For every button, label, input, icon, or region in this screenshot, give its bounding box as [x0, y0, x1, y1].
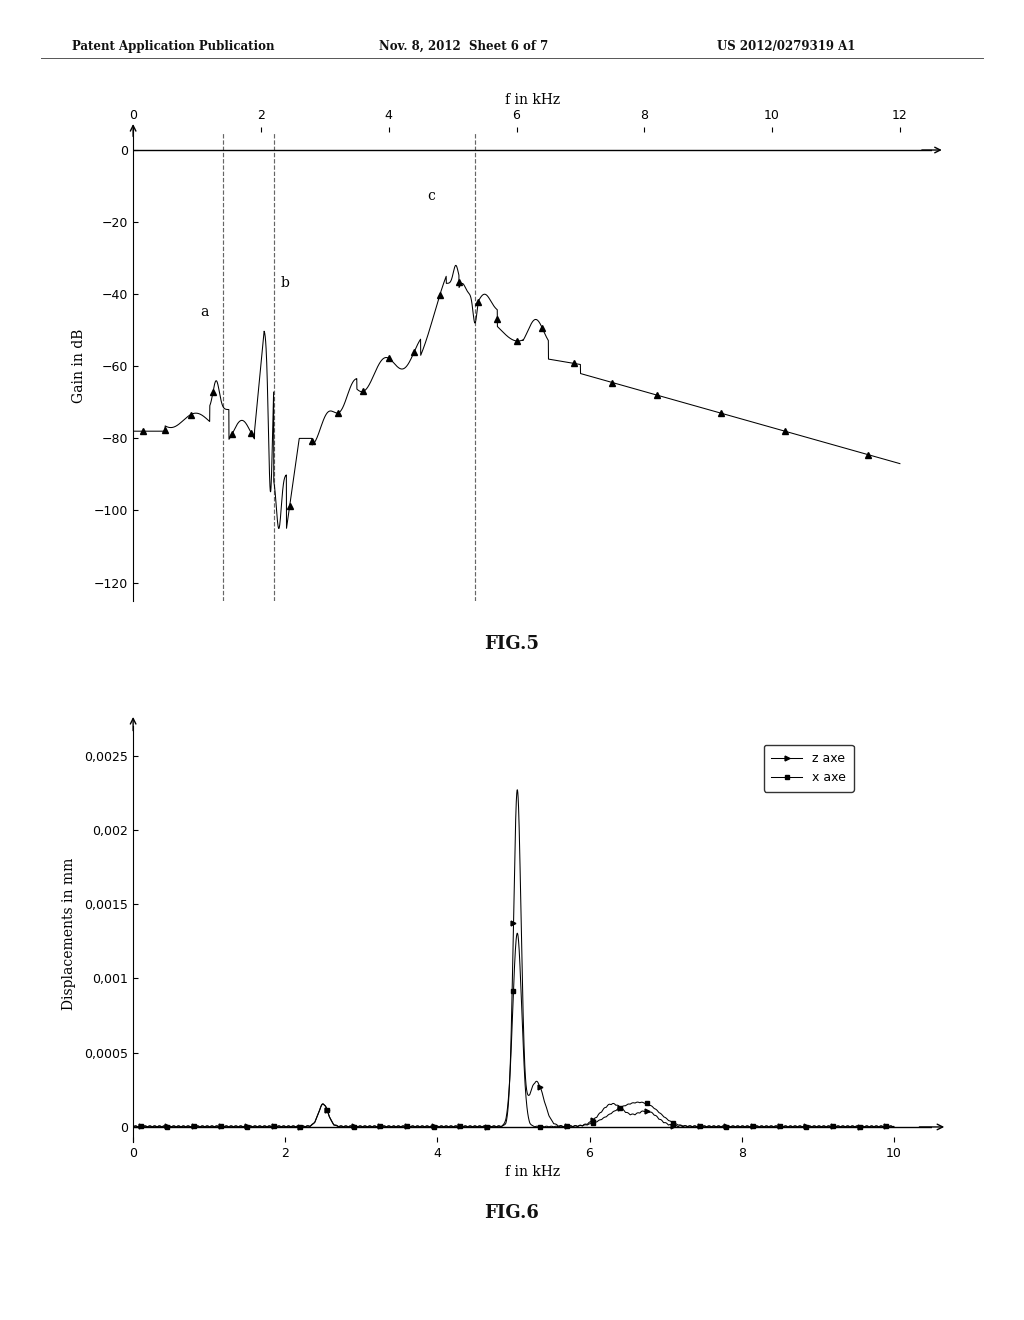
Y-axis label: Gain in dB: Gain in dB: [72, 329, 86, 404]
z axe: [622, 1105, 634, 1121]
x axe: [888, 1118, 900, 1134]
Text: US 2012/0279319 A1: US 2012/0279319 A1: [717, 40, 855, 53]
x axe: [622, 1096, 634, 1111]
z axe: [511, 781, 523, 797]
z axe: [694, 1118, 707, 1134]
x axe: [753, 1119, 765, 1135]
x axe: [418, 1118, 430, 1134]
z axe: [753, 1118, 765, 1134]
x axe: [511, 925, 523, 941]
x axe: [694, 1118, 707, 1134]
x axe: [265, 1119, 278, 1135]
Line: z axe: z axe: [133, 789, 894, 1127]
X-axis label: f in kHz: f in kHz: [505, 1166, 560, 1179]
z axe: [418, 1118, 430, 1134]
z axe: [127, 1119, 139, 1135]
Text: FIG.6: FIG.6: [484, 1204, 540, 1222]
Text: FIG.5: FIG.5: [484, 635, 540, 653]
Text: c: c: [427, 190, 435, 203]
x axe: [584, 1115, 596, 1131]
Y-axis label: Displacements in mm: Displacements in mm: [61, 858, 76, 1010]
Line: x axe: x axe: [133, 933, 894, 1127]
z axe: [584, 1114, 596, 1130]
Text: b: b: [281, 276, 289, 290]
z axe: [888, 1118, 900, 1134]
z axe: [265, 1118, 278, 1134]
Legend: z axe, x axe: z axe, x axe: [764, 744, 854, 792]
x axe: [127, 1119, 139, 1135]
Text: Patent Application Publication: Patent Application Publication: [72, 40, 274, 53]
Text: a: a: [201, 305, 209, 319]
Text: Nov. 8, 2012  Sheet 6 of 7: Nov. 8, 2012 Sheet 6 of 7: [379, 40, 548, 53]
X-axis label: f in kHz: f in kHz: [505, 92, 560, 107]
